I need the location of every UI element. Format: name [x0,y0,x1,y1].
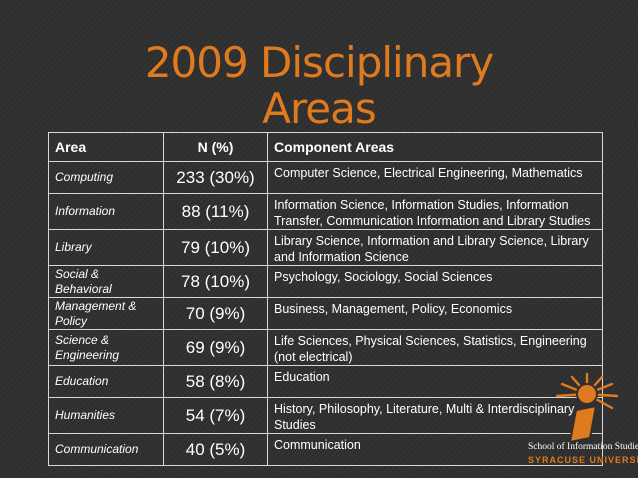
table-row: Education 58 (8%) Education [48,365,603,398]
area-cell: Science & Engineering [48,329,164,366]
components-cell: Psychology, Sociology, Social Sciences [267,265,603,298]
count-cell: 40 (5%) [163,433,268,466]
components-cell: Computer Science, Electrical Engineering… [267,161,603,194]
table-row: Communication 40 (5%) Communication [48,433,603,466]
header-component-areas: Component Areas [267,132,603,162]
area-cell: Library [48,229,164,266]
count-cell: 58 (8%) [163,365,268,398]
header-area: Area [48,132,164,162]
count-cell: 78 (10%) [163,265,268,298]
slide-title: 2009 Disciplinary Areas [0,40,638,132]
area-cell: Computing [48,161,164,194]
slide-title-line2: Areas [262,84,377,133]
table-row: Library 79 (10%) Library Science, Inform… [48,229,603,266]
count-cell: 70 (9%) [163,297,268,330]
logo-school-name: School of Information Studies [528,442,638,452]
area-cell: Education [48,365,164,398]
components-cell: Business, Management, Policy, Economics [267,297,603,330]
components-cell: Life Sciences, Physical Sciences, Statis… [267,329,603,366]
logo-university-name: SYRACUSE UNIVERSITY [528,455,638,465]
components-cell: Library Science, Information and Library… [267,229,603,266]
table-header-row: Area N (%) Component Areas [48,132,603,162]
table-row: Humanities 54 (7%) History, Philosophy, … [48,397,603,434]
area-cell: Management & Policy [48,297,164,330]
area-cell: Information [48,193,164,230]
count-cell: 69 (9%) [163,329,268,366]
components-cell: Communication [267,433,603,466]
count-cell: 54 (7%) [163,397,268,434]
table-row: Social & Behavioral 78 (10%) Psychology,… [48,265,603,298]
components-cell: History, Philosophy, Literature, Multi &… [267,397,603,434]
table-row: Science & Engineering 69 (9%) Life Scien… [48,329,603,366]
area-cell: Humanities [48,397,164,434]
count-cell: 233 (30%) [163,161,268,194]
ischool-i-sunburst-icon [555,372,619,444]
table-row: Management & Policy 70 (9%) Business, Ma… [48,297,603,330]
components-cell: Information Science, Information Studies… [267,193,603,230]
area-cell: Social & Behavioral [48,265,164,298]
count-cell: 88 (11%) [163,193,268,230]
disciplinary-areas-table: Area N (%) Component Areas Computing 233… [48,132,603,466]
components-cell: Education [267,365,603,398]
table-row: Computing 233 (30%) Computer Science, El… [48,161,603,194]
table-row: Information 88 (11%) Information Science… [48,193,603,230]
slide-title-line1: 2009 Disciplinary [144,38,494,87]
area-cell: Communication [48,433,164,466]
header-n: N (%) [163,132,268,162]
count-cell: 79 (10%) [163,229,268,266]
